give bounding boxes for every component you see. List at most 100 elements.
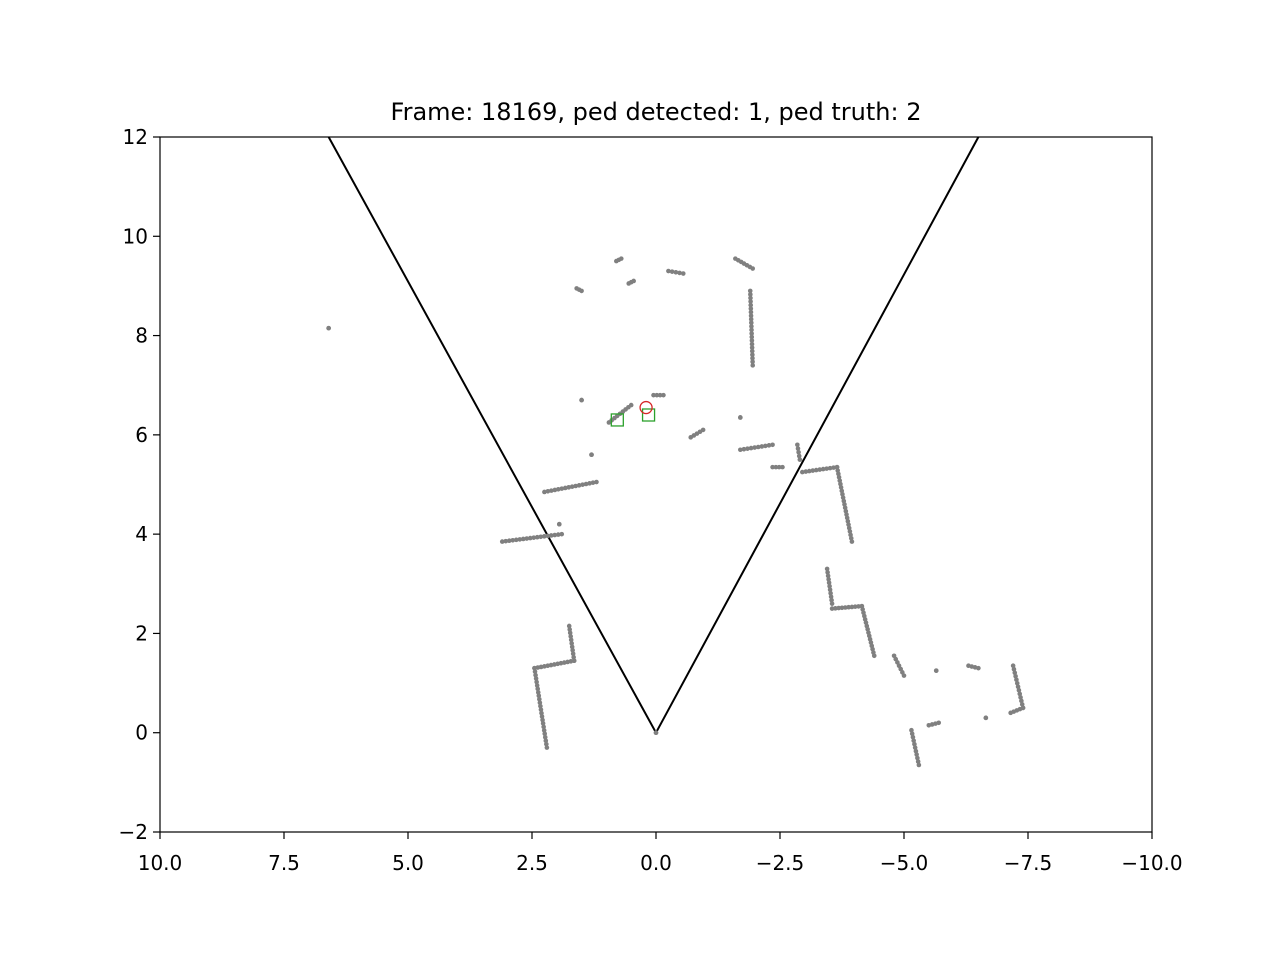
scan-point (871, 653, 877, 659)
scan-point (1016, 688, 1022, 693)
scan-point (1015, 684, 1021, 690)
scan-point (747, 288, 753, 294)
scan-point (590, 480, 596, 485)
scan-point (936, 720, 942, 726)
scan-point (910, 734, 916, 740)
scan-point (749, 338, 755, 343)
scan-point (568, 637, 574, 643)
scan-point (535, 690, 541, 695)
scan-point (909, 727, 914, 733)
scan-point (831, 465, 836, 470)
scan-point (828, 590, 833, 596)
scan-point (750, 266, 756, 271)
x-tick-label: 0.0 (640, 851, 672, 875)
scan-point (673, 269, 679, 275)
scan-point (849, 604, 855, 610)
scan-point (833, 606, 838, 611)
scan-point (537, 696, 542, 702)
scan-point (750, 359, 755, 365)
scan-point (631, 278, 636, 284)
scan-point (911, 738, 916, 743)
scan-point (559, 531, 565, 537)
scan-point (829, 606, 835, 611)
scan-point (750, 352, 755, 358)
x-tick-label: 10.0 (138, 851, 183, 875)
scan-point (770, 464, 775, 470)
scan-point (827, 465, 833, 471)
x-tick-label: −2.5 (756, 851, 805, 875)
scan-point (666, 268, 671, 274)
scan-point (534, 534, 540, 540)
scan-point (827, 587, 833, 593)
scan-point (669, 269, 675, 274)
scan-point (766, 443, 772, 448)
scan-point (545, 533, 551, 539)
scan-point (570, 651, 576, 657)
scan-point (543, 738, 549, 744)
scan-point (749, 331, 754, 336)
scan-point (552, 487, 558, 493)
scan-point (587, 481, 592, 486)
x-axis: 10.0 7.5 5.0 2.5 0.0 −2.5 −5.0 −7.5 −10.0 (138, 832, 1183, 875)
scan-point (538, 534, 544, 540)
scan-point (915, 755, 920, 761)
scan-point (839, 605, 845, 611)
scan-point (548, 533, 554, 538)
scan-point (909, 731, 915, 737)
scan-point (912, 745, 918, 750)
scan-point (579, 397, 584, 403)
scan-point (1011, 666, 1017, 672)
scan-point (559, 486, 565, 491)
scan-point (795, 446, 801, 451)
scan-point (651, 392, 656, 398)
x-tick-label: −5.0 (880, 851, 929, 875)
scan-point (976, 665, 981, 671)
scan-point (499, 539, 505, 544)
scan-point (813, 467, 819, 473)
scan-point (661, 392, 666, 398)
scan-point (803, 469, 809, 474)
y-axis: −2 0 2 4 6 8 10 12 (119, 125, 160, 844)
scan-point (542, 489, 547, 495)
scan-point (748, 299, 753, 304)
scan-point (827, 583, 832, 589)
scan-point (677, 270, 682, 276)
scan-point (826, 580, 832, 586)
scan-point (539, 710, 544, 716)
scan-point (569, 641, 574, 646)
scan-point (748, 292, 753, 297)
scan-point (589, 452, 594, 458)
scan-point (569, 644, 575, 650)
y-tick-label: 8 (135, 324, 148, 348)
x-tick-label: 5.0 (392, 851, 424, 875)
scan-point (580, 482, 585, 487)
scan-point (567, 630, 573, 636)
scan-point (536, 693, 542, 699)
scan-point (1013, 673, 1018, 679)
scan-point (571, 654, 576, 660)
scan-point (912, 741, 917, 747)
scan-point (517, 537, 523, 542)
scan-point (752, 445, 757, 450)
scan-point (749, 334, 755, 340)
x-tick-label: 7.5 (268, 851, 300, 875)
scan-point (933, 668, 939, 673)
scan-point (826, 577, 831, 582)
scan-point (628, 402, 634, 408)
scan-point (824, 466, 829, 471)
y-tick-label: 10 (123, 224, 148, 248)
scan-point (748, 316, 754, 322)
scan-point (538, 703, 543, 709)
scan-point (556, 521, 562, 527)
scan-point (763, 443, 768, 449)
scan-point (1014, 680, 1020, 686)
scan-point (566, 485, 572, 490)
scan-point (748, 295, 753, 301)
scan-point (326, 325, 331, 331)
scan-point (749, 327, 754, 333)
truth-marker (641, 408, 656, 422)
detected-marker (639, 400, 653, 415)
scan-point (800, 469, 805, 475)
scan-point (748, 302, 754, 308)
